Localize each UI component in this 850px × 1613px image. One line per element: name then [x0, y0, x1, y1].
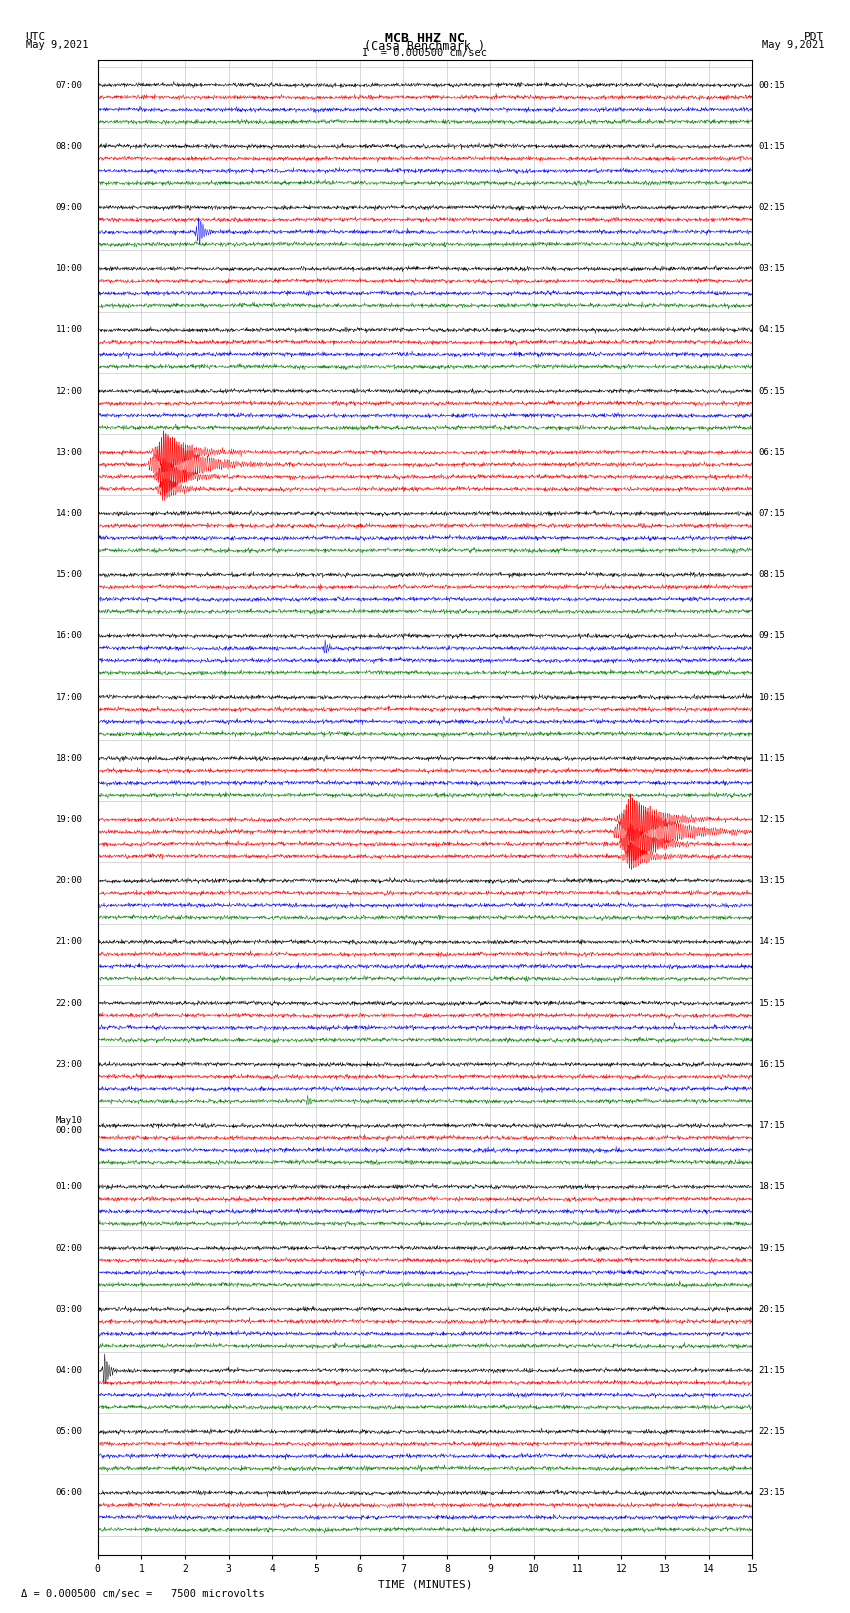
Text: 08:00: 08:00 — [55, 142, 82, 150]
Text: 22:00: 22:00 — [55, 998, 82, 1008]
Text: 14:15: 14:15 — [759, 937, 785, 947]
Text: Δ = 0.000500 cm/sec =   7500 microvolts: Δ = 0.000500 cm/sec = 7500 microvolts — [21, 1589, 265, 1600]
Text: May 9,2021: May 9,2021 — [762, 40, 824, 50]
Text: UTC: UTC — [26, 32, 46, 42]
Text: 11:15: 11:15 — [759, 753, 785, 763]
Text: PDT: PDT — [804, 32, 824, 42]
Text: 02:15: 02:15 — [759, 203, 785, 211]
Text: 20:00: 20:00 — [55, 876, 82, 886]
Text: 11:00: 11:00 — [55, 326, 82, 334]
Text: 01:15: 01:15 — [759, 142, 785, 150]
Text: 05:00: 05:00 — [55, 1428, 82, 1436]
Text: 14:00: 14:00 — [55, 510, 82, 518]
Text: 07:15: 07:15 — [759, 510, 785, 518]
Text: 03:00: 03:00 — [55, 1305, 82, 1313]
X-axis label: TIME (MINUTES): TIME (MINUTES) — [377, 1579, 473, 1589]
Text: 02:00: 02:00 — [55, 1244, 82, 1253]
Text: (Casa Benchmark ): (Casa Benchmark ) — [365, 40, 485, 53]
Text: 21:15: 21:15 — [759, 1366, 785, 1374]
Text: 09:00: 09:00 — [55, 203, 82, 211]
Text: 04:00: 04:00 — [55, 1366, 82, 1374]
Text: 23:00: 23:00 — [55, 1060, 82, 1069]
Text: 06:00: 06:00 — [55, 1489, 82, 1497]
Text: 19:15: 19:15 — [759, 1244, 785, 1253]
Text: 16:00: 16:00 — [55, 631, 82, 640]
Text: 04:15: 04:15 — [759, 326, 785, 334]
Text: 10:00: 10:00 — [55, 265, 82, 273]
Text: 22:15: 22:15 — [759, 1428, 785, 1436]
Text: 09:15: 09:15 — [759, 631, 785, 640]
Text: 15:15: 15:15 — [759, 998, 785, 1008]
Text: 13:00: 13:00 — [55, 448, 82, 456]
Text: 00:15: 00:15 — [759, 81, 785, 90]
Text: 01:00: 01:00 — [55, 1182, 82, 1192]
Text: 13:15: 13:15 — [759, 876, 785, 886]
Text: May 9,2021: May 9,2021 — [26, 40, 88, 50]
Text: 15:00: 15:00 — [55, 571, 82, 579]
Text: 21:00: 21:00 — [55, 937, 82, 947]
Text: 16:15: 16:15 — [759, 1060, 785, 1069]
Text: 08:15: 08:15 — [759, 571, 785, 579]
Text: 23:15: 23:15 — [759, 1489, 785, 1497]
Text: 05:15: 05:15 — [759, 387, 785, 395]
Text: 06:15: 06:15 — [759, 448, 785, 456]
Text: 03:15: 03:15 — [759, 265, 785, 273]
Text: 20:15: 20:15 — [759, 1305, 785, 1313]
Text: 18:00: 18:00 — [55, 753, 82, 763]
Text: 12:00: 12:00 — [55, 387, 82, 395]
Text: May10
00:00: May10 00:00 — [55, 1116, 82, 1136]
Text: 18:15: 18:15 — [759, 1182, 785, 1192]
Text: 19:00: 19:00 — [55, 815, 82, 824]
Text: 17:15: 17:15 — [759, 1121, 785, 1131]
Text: 10:15: 10:15 — [759, 692, 785, 702]
Text: 17:00: 17:00 — [55, 692, 82, 702]
Text: I  = 0.000500 cm/sec: I = 0.000500 cm/sec — [362, 48, 488, 58]
Text: 07:00: 07:00 — [55, 81, 82, 90]
Text: MCB HHZ NC: MCB HHZ NC — [385, 32, 465, 45]
Text: 12:15: 12:15 — [759, 815, 785, 824]
